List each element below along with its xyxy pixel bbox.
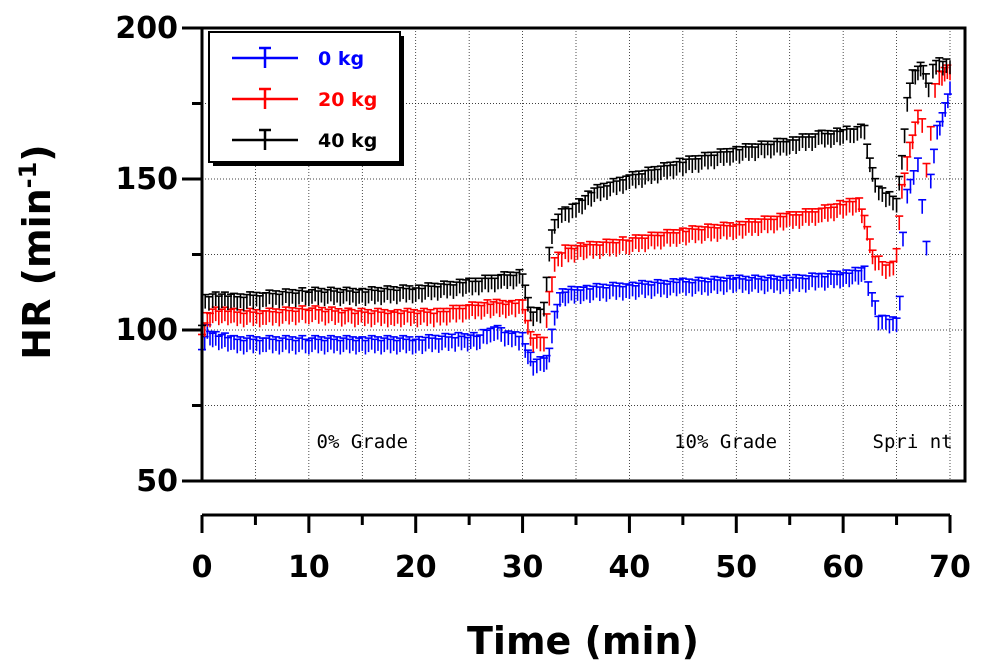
x-tick-label: 70 xyxy=(929,550,971,585)
legend-label: 0 kg xyxy=(318,48,364,70)
x-tick-label: 0 xyxy=(192,550,213,585)
grade-annotation: 10% Grade xyxy=(674,431,777,453)
y-axis-title: HR (min-1) xyxy=(14,144,59,359)
y-axis: 50 100 150 200 xyxy=(115,11,202,499)
legend-label: 40 kg xyxy=(318,130,377,152)
x-tick-label: 40 xyxy=(609,550,651,585)
x-tick-label: 50 xyxy=(715,550,757,585)
x-tick-label: 30 xyxy=(502,550,544,585)
y-tick-label: 50 xyxy=(136,464,178,499)
grade-annotation: Spri nt xyxy=(873,431,953,453)
y-tick-label: 150 xyxy=(115,162,178,197)
x-axis: 0 10 20 30 40 50 60 70 xyxy=(192,513,971,585)
annotations: 0% Grade 10% Grade Spri nt xyxy=(317,431,953,453)
y-tick-label: 200 xyxy=(115,11,178,46)
series-40-kg xyxy=(198,57,951,340)
x-tick-label: 60 xyxy=(822,550,864,585)
series-0-kg xyxy=(198,81,952,376)
series-layer xyxy=(198,57,952,376)
x-axis-title: Time (min) xyxy=(467,619,699,663)
legend-label: 20 kg xyxy=(318,89,377,111)
y-tick-label: 100 xyxy=(115,313,178,348)
x-tick-label: 10 xyxy=(288,550,330,585)
series-20-kg xyxy=(198,64,952,353)
x-tick-label: 20 xyxy=(395,550,437,585)
legend: 0 kg 20 kg 40 kg xyxy=(208,31,404,166)
y-axis-title-superscript: -1 xyxy=(14,162,42,189)
grade-annotation: 0% Grade xyxy=(317,431,409,453)
